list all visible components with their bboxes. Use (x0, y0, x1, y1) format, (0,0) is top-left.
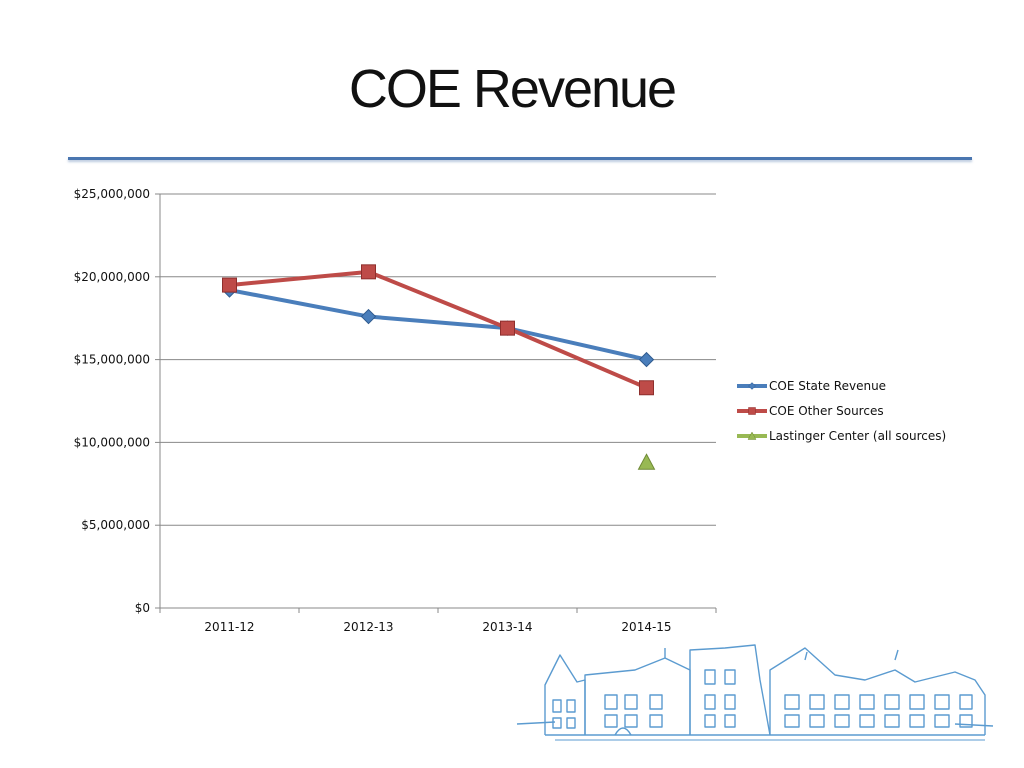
y-tick-label: $25,000,000 (74, 187, 150, 201)
x-tick-label: 2012-13 (343, 620, 393, 634)
y-tick-label: $20,000,000 (74, 270, 150, 284)
coe-state-revenue-point (360, 308, 377, 325)
y-tick-label: $15,000,000 (74, 353, 150, 367)
title-divider (68, 157, 972, 160)
y-tick-label: $10,000,000 (74, 435, 150, 449)
coe-state-revenue-point (638, 351, 655, 368)
x-tick-label: 2014-15 (621, 620, 671, 634)
coe-other-sources-line (227, 269, 649, 390)
legend-swatch-marker (747, 431, 757, 440)
legend-swatch-marker (748, 382, 756, 390)
coe-other-sources-point (222, 277, 237, 293)
legend-swatch-marker (748, 407, 756, 415)
coe-other-sources-point (500, 320, 515, 336)
coe-other-sources-point (639, 380, 654, 396)
x-tick-label: 2011-12 (204, 620, 254, 634)
coe-state-revenue-line (227, 288, 649, 362)
y-tick-label: $0 (135, 601, 150, 615)
slide-title: COE Revenue (348, 59, 677, 119)
line-chart: $0 $5,000,000 $10,000,000 $15,000,000 $20,00… (74, 187, 947, 634)
legend-label: Lastinger Center (all sources) (769, 429, 946, 443)
x-tick-label: 2013-14 (482, 620, 532, 634)
y-tick-label: $5,000,000 (81, 518, 150, 532)
lastinger-center-all-sources-point (637, 453, 656, 470)
legend-label: COE Other Sources (769, 404, 884, 418)
coe-other-sources-point (361, 264, 376, 280)
legend-label: COE State Revenue (769, 379, 886, 393)
college-building-illustration (516, 644, 994, 741)
